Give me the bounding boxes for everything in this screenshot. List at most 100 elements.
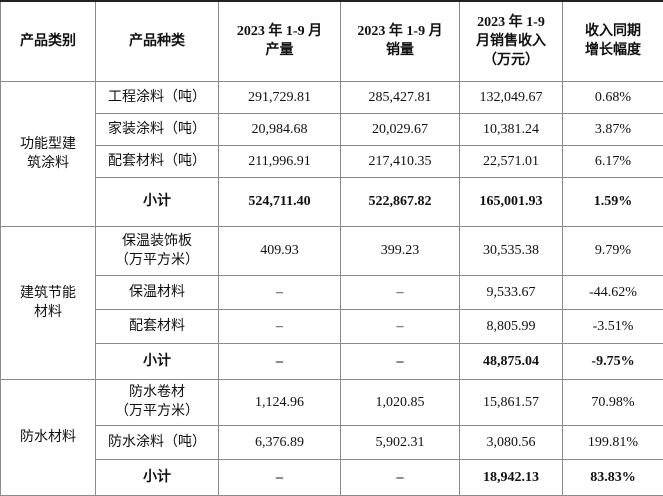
cell-text: （万平方米） (115, 404, 199, 419)
header-cell: 2023 年 1-9 月产量 (219, 1, 341, 81)
value-cell: 1,124.96 (219, 379, 341, 425)
cell-text: 建筑节能 (20, 286, 76, 301)
value-cell: 15,861.57 (460, 379, 563, 425)
subtotal-label: 小计 (96, 459, 219, 495)
subtotal-row: 小计––48,875.04-9.75% (1, 343, 663, 379)
cell-text: 销量 (386, 43, 414, 58)
value-cell: 5,902.31 (341, 425, 460, 459)
value-cell: 217,410.35 (341, 145, 460, 177)
value-cell: 20,029.67 (341, 113, 460, 145)
value-cell: 30,535.38 (460, 226, 563, 275)
subtotal-cell: -9.75% (563, 343, 663, 379)
value-cell: 291,729.81 (219, 81, 341, 113)
subtotal-cell: – (341, 343, 460, 379)
value-cell: 211,996.91 (219, 145, 341, 177)
cell-text: 2023 年 1-9 (477, 15, 545, 30)
cell-text: 配套材料（吨） (108, 154, 206, 169)
subtotal-cell: 522,867.82 (341, 177, 460, 226)
cell-text: 产品种类 (129, 34, 185, 49)
header-cell: 2023 年 1-9 月销售收入 （万元） (460, 1, 563, 81)
value-cell: 199.81% (563, 425, 663, 459)
cell-text: 2023 年 1-9 月 (237, 24, 322, 39)
cell-text: 防水涂料（吨） (108, 435, 206, 450)
cell-text: 产品类别 (20, 34, 76, 49)
subtotal-cell: 83.83% (563, 459, 663, 495)
cell-text: 保温装饰板 (122, 234, 192, 249)
subtotal-label: 小计 (96, 177, 219, 226)
value-cell: – (219, 275, 341, 309)
product-cell: 配套材料 (96, 309, 219, 343)
value-cell: 132,049.67 (460, 81, 563, 113)
value-cell: -3.51% (563, 309, 663, 343)
value-cell: 20,984.68 (219, 113, 341, 145)
value-cell: 409.93 (219, 226, 341, 275)
product-cell: 家装涂料（吨） (96, 113, 219, 145)
product-cell: 配套材料（吨） (96, 145, 219, 177)
cell-text: 工程涂料（吨） (108, 90, 206, 105)
subtotal-cell: 165,001.93 (460, 177, 563, 226)
value-cell: 399.23 (341, 226, 460, 275)
value-cell: 3.87% (563, 113, 663, 145)
product-cell: 保温材料 (96, 275, 219, 309)
value-cell: 9.79% (563, 226, 663, 275)
cell-text: 配套材料 (129, 319, 185, 334)
product-cell: 防水卷材 （万平方米） (96, 379, 219, 425)
value-cell: 70.98% (563, 379, 663, 425)
cell-text: （万元） (483, 53, 539, 68)
product-cell: 防水涂料（吨） (96, 425, 219, 459)
cell-text: 防水卷材 (129, 385, 185, 400)
cell-text: 月销售收入 (476, 34, 546, 49)
data-row: 配套材料––8,805.99-3.51% (1, 309, 663, 343)
value-cell: 3,080.56 (460, 425, 563, 459)
cell-text: （万平方米） (115, 253, 199, 268)
header-cell: 收入同期增长幅度 (563, 1, 663, 81)
cell-text: 2023 年 1-9 月 (357, 24, 442, 39)
subtotal-cell: 1.59% (563, 177, 663, 226)
value-cell: – (341, 275, 460, 309)
product-cell: 保温装饰板 （万平方米） (96, 226, 219, 275)
product-cell: 工程涂料（吨） (96, 81, 219, 113)
value-cell: 9,533.67 (460, 275, 563, 309)
value-cell: 22,571.01 (460, 145, 563, 177)
value-cell: -44.62% (563, 275, 663, 309)
subtotal-cell: – (219, 459, 341, 495)
subtotal-cell: – (341, 459, 460, 495)
cell-text: 增长幅度 (585, 43, 641, 58)
value-cell: 6,376.89 (219, 425, 341, 459)
header-cell: 2023 年 1-9 月销量 (341, 1, 460, 81)
value-cell: 8,805.99 (460, 309, 563, 343)
subtotal-label: 小计 (96, 343, 219, 379)
header-cell: 产品种类 (96, 1, 219, 81)
value-cell: – (219, 309, 341, 343)
value-cell: 0.68% (563, 81, 663, 113)
subtotal-cell: – (219, 343, 341, 379)
subtotal-cell: 18,942.13 (460, 459, 563, 495)
cell-text: 材料 (34, 305, 62, 320)
value-cell: 6.17% (563, 145, 663, 177)
value-cell: – (341, 309, 460, 343)
category-cell: 建筑节能材料 (1, 226, 96, 379)
subtotal-cell: 48,875.04 (460, 343, 563, 379)
cell-text: 产量 (266, 43, 294, 58)
value-cell: 10,381.24 (460, 113, 563, 145)
cell-text: 保温材料 (129, 285, 185, 300)
header-cell: 产品类别 (1, 1, 96, 81)
category-cell: 防水材料 (1, 379, 96, 495)
value-cell: 285,427.81 (341, 81, 460, 113)
cell-text: 收入同期 (585, 24, 641, 39)
cell-text: 筑涂料 (27, 156, 69, 171)
category-cell: 功能型建筑涂料 (1, 81, 96, 226)
value-cell: 1,020.85 (341, 379, 460, 425)
